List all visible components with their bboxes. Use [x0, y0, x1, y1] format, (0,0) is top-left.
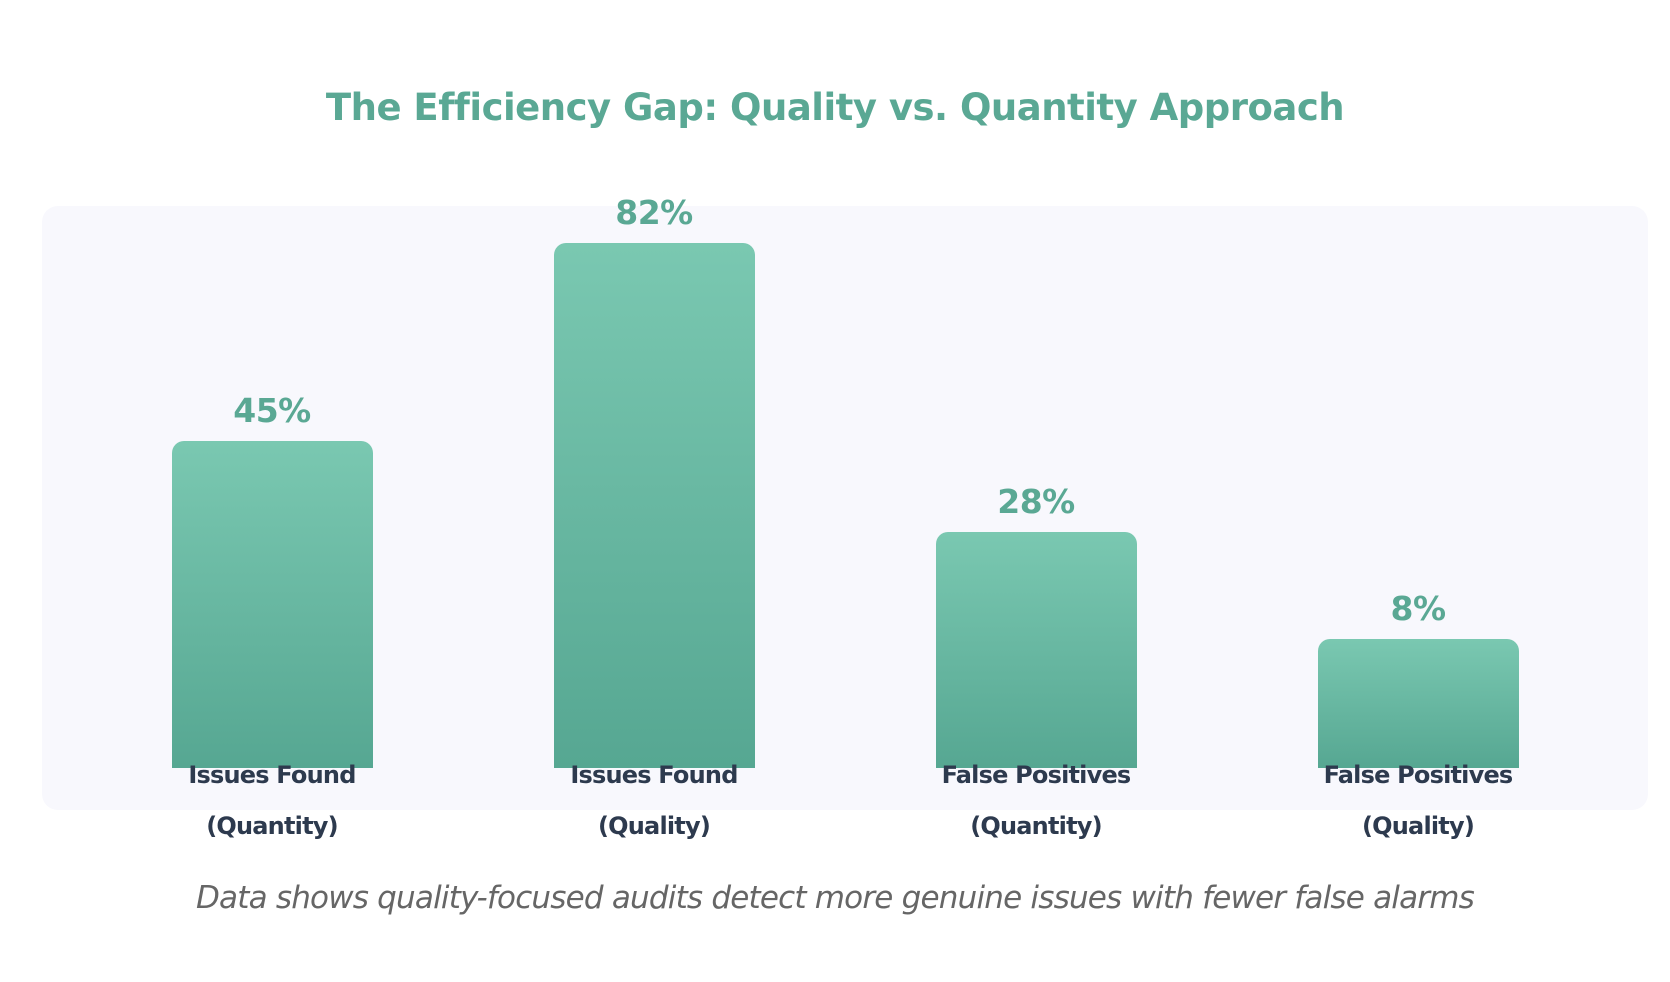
data-label: 8% — [1390, 589, 1446, 629]
category-label: False Positives (Quantity) — [886, 750, 1186, 852]
category-label-line: (Quality) — [598, 812, 711, 840]
bar — [554, 243, 755, 768]
chart-caption: Data shows quality-focused audits detect… — [195, 880, 1475, 916]
data-label: 82% — [615, 193, 693, 233]
category-label-line: (Quality) — [1362, 812, 1475, 840]
bar — [1318, 639, 1519, 768]
category-label: Issues Found (Quantity) — [122, 750, 422, 852]
category-label-line: False Positives — [1323, 761, 1514, 789]
category-label: Issues Found (Quality) — [504, 750, 804, 852]
category-label-line: Issues Found — [570, 761, 738, 789]
data-label: 28% — [997, 482, 1075, 522]
chart-title: The Efficiency Gap: Quality vs. Quantity… — [325, 86, 1345, 129]
category-label-line: Issues Found — [188, 761, 356, 789]
category-label: False Positives (Quality) — [1268, 750, 1568, 852]
bar — [936, 532, 1137, 768]
data-label: 45% — [233, 391, 311, 431]
bar — [172, 441, 373, 768]
category-label-line: (Quantity) — [206, 812, 338, 840]
category-label-line: (Quantity) — [970, 812, 1102, 840]
category-label-line: False Positives — [941, 761, 1132, 789]
